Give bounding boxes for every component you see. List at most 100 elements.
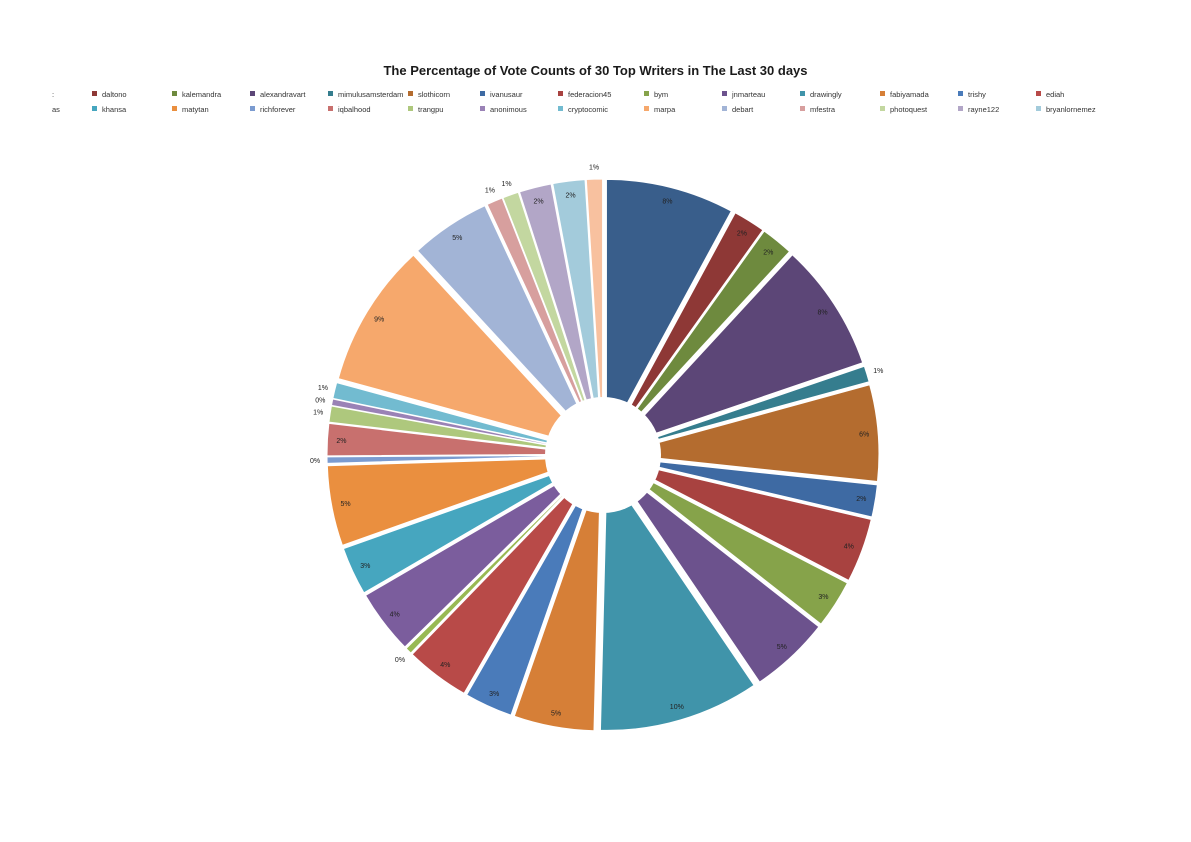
legend-swatch <box>408 106 413 111</box>
slice-label: 1% <box>318 385 328 392</box>
legend-item: rayne122 <box>958 105 999 117</box>
legend-swatch <box>800 91 805 96</box>
pie-slice <box>332 381 590 453</box>
legend-label: ivanusaur <box>490 90 523 99</box>
pie-slice <box>599 466 755 731</box>
legend-label: daltono <box>102 90 127 99</box>
legend-swatch <box>92 91 97 96</box>
legend-item: bym <box>644 90 668 102</box>
pie-slice <box>405 464 594 654</box>
pie-slice <box>616 365 870 452</box>
legend-item: trangpu <box>408 105 443 117</box>
legend-label: iqbalhood <box>338 105 371 114</box>
pie-slice <box>465 467 598 716</box>
legend-label: fabiyamada <box>890 90 929 99</box>
slice-label: 2% <box>534 199 544 206</box>
slice-label: 0% <box>395 657 405 664</box>
slice-label: 2% <box>336 438 346 445</box>
legend-item: debart <box>722 105 753 117</box>
legend-swatch <box>480 91 485 96</box>
pie-slice <box>328 405 590 454</box>
slice-label: 8% <box>662 199 672 206</box>
legend-item: khansa <box>92 105 126 117</box>
slice-label: 4% <box>390 611 400 618</box>
legend-swatch <box>328 106 333 111</box>
legend-swatch <box>880 106 885 111</box>
legend-swatch <box>328 91 333 96</box>
slice-label: 5% <box>340 501 350 508</box>
pie-slice <box>502 191 599 442</box>
slice-label: 4% <box>844 543 854 550</box>
legend-label: photoquest <box>890 105 928 114</box>
legend-item: ediah <box>1036 90 1064 102</box>
legend-swatch <box>1036 106 1041 111</box>
legend-label: alexandravart <box>260 90 306 99</box>
pie-slice <box>337 254 593 449</box>
legend-label: : <box>52 90 55 99</box>
legend-item: as <box>52 105 60 117</box>
slice-label: 9% <box>374 316 384 323</box>
legend-item: drawingly <box>800 90 842 102</box>
slice-label: 10% <box>670 704 684 711</box>
legend-item: richforever <box>250 105 295 117</box>
legend-label: mfestra <box>810 105 836 114</box>
legend-label: matytan <box>182 105 209 114</box>
legend-swatch <box>92 106 97 111</box>
legend-item: iqbalhood <box>328 105 371 117</box>
chart-title: The Percentage of Vote Counts of 30 Top … <box>383 63 808 78</box>
slice-label: 5% <box>452 235 462 242</box>
pie-center-hole <box>545 397 661 513</box>
legend-item: mimulusamsterdam <box>328 90 403 102</box>
pie-slice <box>616 384 880 483</box>
legend-item: jnmarteau <box>722 90 765 102</box>
legend-swatch <box>408 91 413 96</box>
legend-item: ivanusaur <box>480 90 523 102</box>
pie-slice <box>330 398 590 453</box>
legend-swatch <box>722 106 727 111</box>
chart-legend: : daltono kalemandra alexandravart mimulusam… <box>0 90 1191 120</box>
slice-label: 1% <box>501 181 511 188</box>
legend-item: daltono <box>92 90 127 102</box>
slice-label: 5% <box>551 710 561 717</box>
legend-swatch <box>958 91 963 96</box>
legend-swatch <box>722 91 727 96</box>
legend-swatch <box>250 106 255 111</box>
legend-label: bym <box>654 90 669 99</box>
legend-label: richforever <box>260 105 296 114</box>
legend-label: marpa <box>654 105 676 114</box>
legend-label: khansa <box>102 105 127 114</box>
legend-label: trangpu <box>418 105 444 114</box>
pie-slice <box>614 254 864 448</box>
legend-swatch <box>250 91 255 96</box>
legend-swatch <box>558 106 563 111</box>
pie-slice <box>585 178 604 442</box>
legend-label: federacion45 <box>568 90 612 99</box>
slice-label: 2% <box>856 496 866 503</box>
pie-slice <box>326 422 590 457</box>
legend-item: anonimous <box>480 105 527 117</box>
legend-label: bryanlornemez <box>1046 105 1096 114</box>
legend-item: photoquest <box>880 105 927 117</box>
legend-label: as <box>52 105 60 114</box>
legend-label: debart <box>732 105 754 114</box>
pie-slice <box>611 230 791 445</box>
slice-label: 1% <box>873 368 883 375</box>
legend-item: alexandravart <box>250 90 305 102</box>
legend-item: mfestra <box>800 105 835 117</box>
slice-label: 1% <box>485 188 495 195</box>
pie-slice <box>326 457 590 546</box>
pie-slice <box>416 205 596 444</box>
pie-slice <box>513 468 601 732</box>
slice-label: 6% <box>859 431 869 438</box>
pie-slice <box>486 197 598 443</box>
legend-item: marpa <box>644 105 675 117</box>
legend-label: anonimous <box>490 105 527 114</box>
slice-label: 0% <box>315 397 325 404</box>
legend-label: trishy <box>968 90 986 99</box>
pie-slice <box>616 456 878 518</box>
pie-slice <box>518 183 601 442</box>
pie-slice <box>615 459 872 582</box>
legend-label: drawingly <box>810 90 842 99</box>
slice-label: 2% <box>565 193 575 200</box>
slice-label: 4% <box>440 662 450 669</box>
